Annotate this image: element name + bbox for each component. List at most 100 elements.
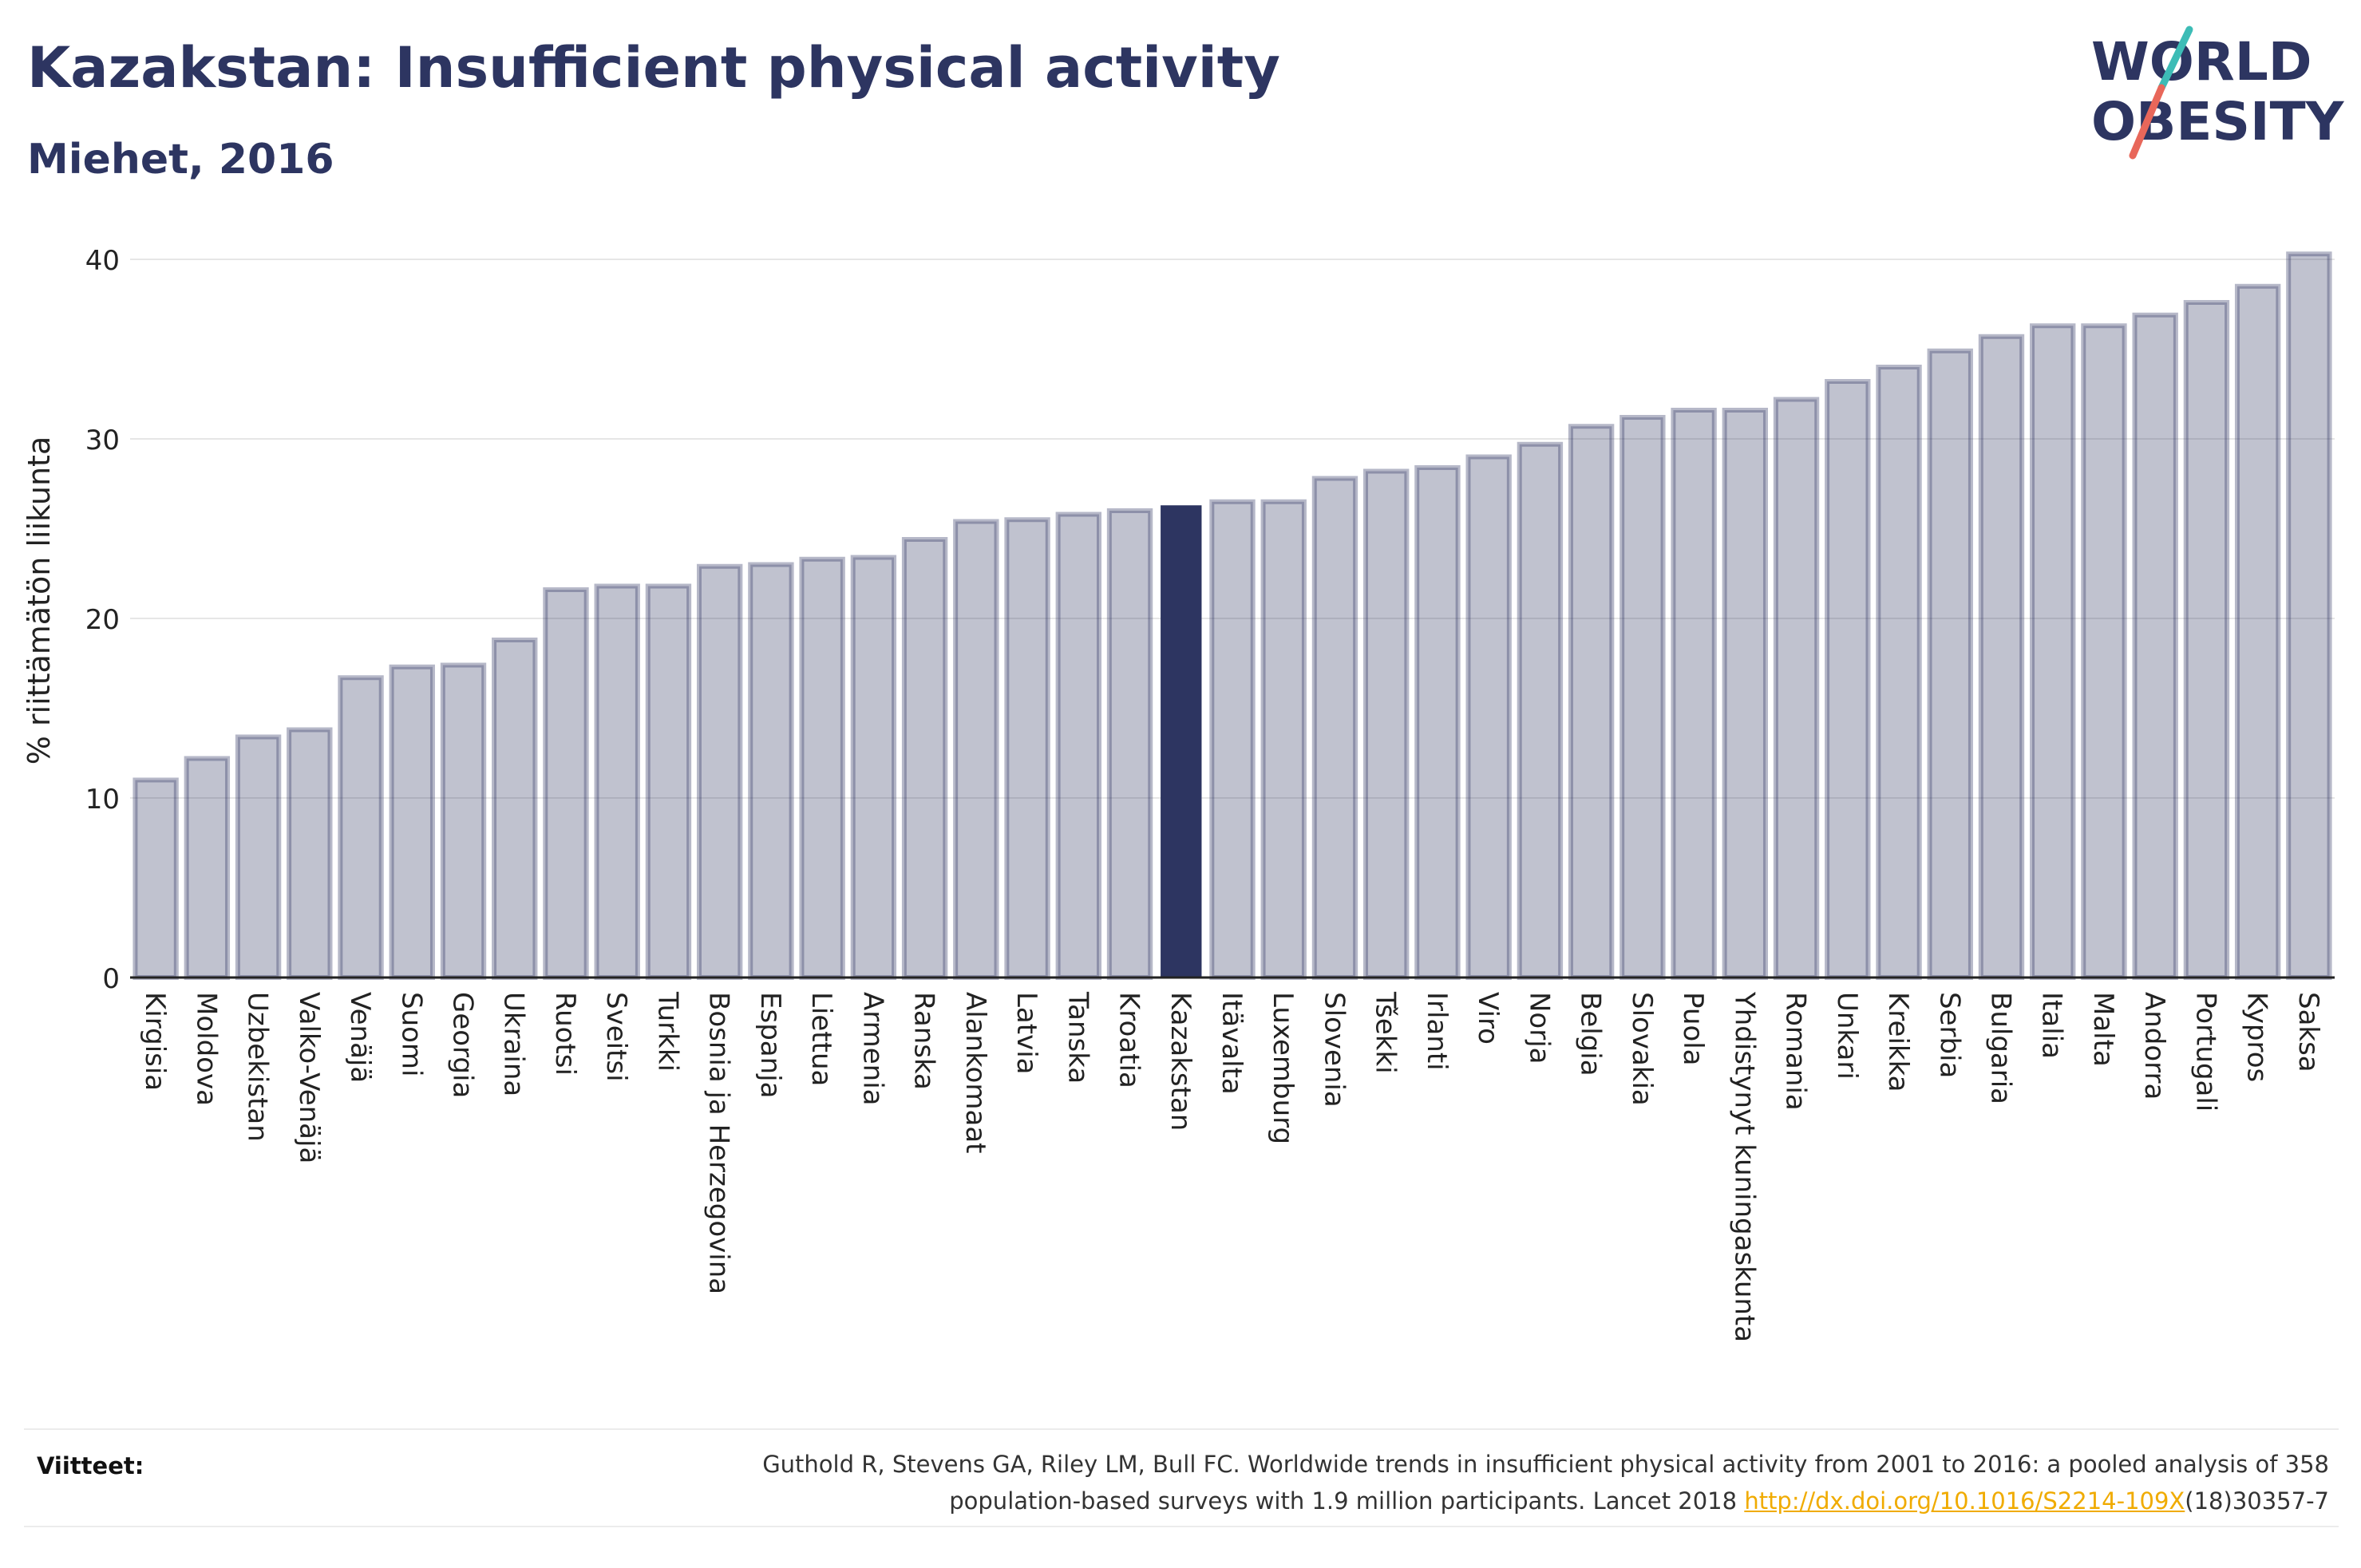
x-tick-label: Espanja: [754, 992, 786, 1098]
x-tick-label: Slovenia: [1318, 992, 1350, 1108]
reference-line2-prefix: population-based surveys with 1.9 millio…: [949, 1487, 1745, 1515]
bar-georgia: [440, 662, 487, 980]
bar-ruotsi: [543, 587, 589, 980]
bar-uzbekistan: [235, 734, 282, 980]
x-tick-label: Bulgaria: [1984, 992, 2016, 1104]
x-axis-labels: Kirgisia Moldova Uzbekistan Valko-Venäjä Ven…: [139, 991, 2324, 1342]
x-tick-label: Turkki: [651, 991, 683, 1072]
bar-ukraina: [492, 638, 538, 980]
bar-valko-venäjä: [287, 727, 333, 980]
bar-tanska: [1055, 511, 1101, 980]
bar-luxemburg: [1260, 499, 1307, 980]
x-tick-label: Moldova: [190, 992, 222, 1106]
reference-line2-suffix: (18)30357-7: [2185, 1487, 2329, 1515]
bar-liettua: [799, 556, 845, 980]
chart-subtitle: Miehet, 2016: [27, 136, 334, 184]
x-tick-label: Alankomaat: [959, 992, 991, 1154]
bar-andorra: [2132, 312, 2178, 980]
bar-sveitsi: [594, 583, 640, 980]
x-tick-label: Valko-Venäjä: [293, 992, 325, 1163]
x-tick-label: Kirgisia: [139, 992, 171, 1091]
x-tick-label: Itävalta: [1216, 992, 1248, 1095]
bar-serbia: [1927, 348, 1973, 980]
bar-suomi: [389, 664, 435, 980]
y-tick-label: 40: [85, 245, 120, 277]
x-tick-label: Tšekki: [1370, 991, 1402, 1074]
bar-slovakia: [1619, 415, 1666, 980]
x-tick-label: Luxemburg: [1267, 992, 1299, 1144]
x-tick-label: Saksa: [2292, 992, 2324, 1072]
x-tick-label: Slovakia: [1626, 992, 1658, 1106]
bar-latvia: [1004, 517, 1050, 980]
x-tick-label: Ruotsi: [549, 992, 581, 1076]
x-tick-label: Malta: [2087, 992, 2119, 1067]
logo-word-world: WORLD: [2091, 31, 2312, 93]
bar-puola: [1671, 408, 1717, 980]
bar-alankomaat: [953, 519, 999, 980]
x-tick-label: Georgia: [447, 992, 479, 1098]
bar-moldova: [184, 756, 231, 980]
x-tick-label: Irlanti: [1421, 992, 1453, 1071]
gridlines: [130, 259, 2335, 799]
x-tick-label: Liettua: [805, 992, 837, 1086]
y-axis-label: % riittämätön liikunta: [22, 436, 57, 765]
y-tick-label: 0: [102, 963, 120, 995]
bar-espanja: [748, 562, 794, 980]
logo-slash-teal: [2157, 26, 2193, 92]
x-tick-label: Tanska: [1062, 991, 1093, 1084]
bar-viro: [1465, 454, 1512, 980]
logo-word-obesity: OBESITY: [2091, 91, 2345, 152]
y-tick-label: 20: [85, 604, 120, 636]
logo-slash-red: [2129, 84, 2165, 160]
bar-kazakstan: [1161, 505, 1202, 978]
bar-kirgisia: [132, 777, 179, 980]
bar-chart: 0 10 20 30 40 Kirgisia Moldova Uzbekistan Valko…: [22, 245, 2335, 1342]
bar-belgia: [1568, 424, 1615, 980]
x-tick-label: Ranska: [908, 992, 940, 1090]
reference-doi-link[interactable]: http://dx.doi.org/10.1016/S2214-109X: [1744, 1487, 2185, 1515]
x-tick-label: Kazakstan: [1165, 992, 1196, 1131]
y-axis-ticks: 0 10 20 30 40: [85, 245, 120, 995]
x-tick-label: Italia: [2036, 992, 2068, 1059]
x-tick-label: Uzbekistan: [242, 992, 274, 1142]
references-divider-top: [24, 1428, 2339, 1430]
bar-saksa: [2286, 251, 2332, 980]
bar-armenia: [850, 555, 897, 980]
x-tick-label: Norja: [1523, 992, 1555, 1064]
bar-kypros: [2234, 283, 2281, 980]
x-tick-label: Viro: [1472, 992, 1504, 1045]
bar-irlanti: [1414, 465, 1461, 980]
bar-italia: [2030, 323, 2076, 980]
bar-kroatia: [1106, 508, 1153, 980]
x-tick-label: Serbia: [1933, 992, 1965, 1078]
bar-turkki: [645, 583, 692, 980]
x-tick-label: Sveitsi: [600, 992, 632, 1082]
bar-itävalta: [1209, 499, 1256, 980]
bar-bulgaria: [1978, 334, 2025, 980]
y-tick-label: 30: [85, 425, 120, 456]
x-tick-label: Yhdistynyt kuningaskunta: [1728, 991, 1760, 1342]
x-tick-label: Unkari: [1831, 992, 1863, 1080]
bar-ranska: [901, 537, 948, 980]
bar-norja: [1517, 441, 1564, 980]
x-tick-label: Andorra: [2138, 992, 2170, 1100]
x-tick-label: Bosnia ja Herzegovina: [703, 992, 735, 1294]
bar-malta: [2081, 323, 2127, 980]
bar-kreikka: [1876, 365, 1922, 980]
reference-line1: Guthold R, Stevens GA, Riley LM, Bull FC…: [762, 1451, 2329, 1478]
x-tick-label: Latvia: [1010, 992, 1042, 1075]
references-label: Viitteet:: [37, 1452, 144, 1479]
x-tick-label: Kroatia: [1113, 992, 1145, 1088]
bar-slovenia: [1311, 476, 1358, 980]
bar-unkari: [1825, 379, 1871, 980]
x-tick-label: Kreikka: [1882, 992, 1914, 1092]
bar-portugali: [2183, 300, 2230, 980]
bar-romania: [1773, 397, 1820, 980]
x-tick-label: Puola: [1677, 992, 1709, 1066]
y-tick-label: 10: [85, 784, 120, 816]
world-obesity-logo: WORLD OBESITY: [2091, 26, 2345, 160]
bar-bosnia-ja-herzegovina: [696, 563, 743, 980]
x-tick-label: Belgia: [1575, 992, 1607, 1076]
bar-venäjä: [338, 675, 384, 980]
x-tick-label: Armenia: [856, 992, 888, 1106]
